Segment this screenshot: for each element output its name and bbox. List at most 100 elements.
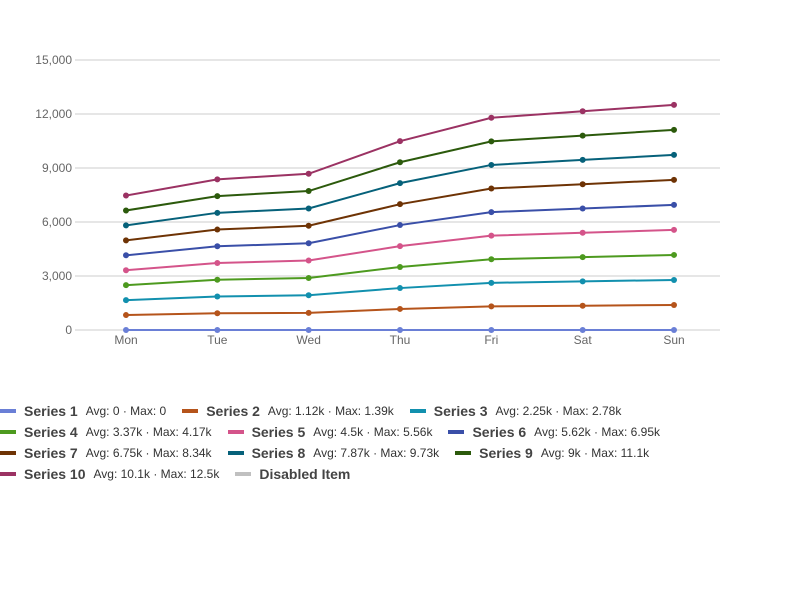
legend-item-series-8[interactable]: Series 8 Avg: 7.87k · Max: 9.73k [227, 445, 439, 461]
series-9-point[interactable] [305, 188, 312, 195]
series-3-point[interactable] [214, 293, 221, 300]
series-1-point[interactable] [579, 327, 586, 333]
series-8-point[interactable] [123, 222, 129, 229]
series-3-point[interactable] [488, 279, 495, 286]
y-tick-label: 0 [65, 323, 72, 337]
series-10-point[interactable] [671, 101, 677, 108]
series-6-point[interactable] [579, 205, 586, 212]
legend-item-series-1[interactable]: Series 1 Avg: 0 · Max: 0 [0, 403, 166, 419]
series-2-point[interactable] [305, 309, 312, 316]
series-4-point[interactable] [123, 282, 129, 289]
series-10-point[interactable] [214, 176, 221, 183]
series-4-point[interactable] [488, 256, 495, 263]
series-6-point[interactable] [305, 240, 312, 247]
legend-item-series-7[interactable]: Series 7 Avg: 6.75k · Max: 8.34k [0, 445, 212, 461]
series-2-point[interactable] [488, 303, 495, 310]
series-5-point[interactable] [397, 243, 403, 250]
legend-row: Series 10 Avg: 10.1k · Max: 12.5k Disabled… [0, 463, 800, 484]
legend-item-series-2[interactable]: Series 2 Avg: 1.12k · Max: 1.39k [182, 403, 394, 419]
series-7-point[interactable] [123, 237, 129, 244]
series-1-point[interactable] [671, 327, 677, 333]
series-5-point[interactable] [579, 229, 586, 236]
legend-label: Series 4 [24, 423, 78, 440]
series-7-point[interactable] [397, 201, 403, 208]
series-7-point[interactable] [305, 222, 312, 229]
series-10-point[interactable] [123, 192, 129, 199]
legend-stats: Avg: 4.5k · Max: 5.56k [313, 424, 433, 439]
legend-swatch [0, 471, 16, 476]
series-8-point[interactable] [579, 156, 586, 163]
legend-swatch [0, 450, 16, 455]
x-tick-label: Sun [663, 333, 684, 347]
series-4-point[interactable] [671, 251, 677, 258]
legend-stats: Avg: 5.62k · Max: 6.95k [534, 424, 661, 439]
series-2-point[interactable] [123, 312, 129, 319]
legend-row: Series 4 Avg: 3.37k · Max: 4.17k Series 5 A… [0, 421, 800, 442]
series-6-point[interactable] [123, 252, 129, 259]
series-6-point[interactable] [214, 243, 221, 250]
series-9-point[interactable] [123, 207, 129, 214]
series-10-point[interactable] [579, 108, 586, 115]
series-10-point[interactable] [488, 114, 495, 121]
series-5-point[interactable] [671, 226, 677, 233]
legend-label: Series 7 [24, 444, 78, 461]
series-10-point[interactable] [305, 170, 312, 177]
series-4-point[interactable] [397, 264, 403, 270]
series-2-point[interactable] [214, 310, 221, 317]
x-tick-label: Fri [484, 333, 498, 347]
series-7-line[interactable] [125, 178, 675, 242]
series-9-point[interactable] [671, 126, 677, 133]
series-8-point[interactable] [214, 209, 221, 216]
series-8-line[interactable] [125, 153, 675, 227]
series-2-point[interactable] [397, 305, 403, 312]
series-3-point[interactable] [397, 285, 403, 292]
legend-stats: Avg: 9k · Max: 11.1k [540, 445, 650, 460]
series-6-point[interactable] [671, 201, 677, 208]
series-1-point[interactable] [214, 327, 221, 333]
series-5-point[interactable] [488, 232, 495, 239]
series-3-point[interactable] [579, 278, 586, 285]
series-1-point[interactable] [305, 327, 312, 333]
series-1-point[interactable] [397, 327, 403, 333]
series-3-point[interactable] [671, 276, 677, 283]
legend-stats: Avg: 0 · Max: 0 [85, 403, 167, 418]
series-8-point[interactable] [671, 151, 677, 158]
series-2-point[interactable] [579, 302, 586, 309]
series-6-point[interactable] [488, 209, 495, 216]
legend-item-series-6[interactable]: Series 6 Avg: 5.62k · Max: 6.95k [448, 424, 660, 440]
series-4-point[interactable] [214, 276, 221, 283]
legend-item-series-10[interactable]: Series 10 Avg: 10.1k · Max: 12.5k [0, 466, 219, 482]
legend-item-series-5[interactable]: Series 5 Avg: 4.5k · Max: 5.56k [227, 424, 433, 440]
series-5-point[interactable] [305, 257, 312, 264]
series-7-point[interactable] [214, 226, 221, 233]
legend-item-disabled-item[interactable]: Disabled Item [235, 466, 358, 482]
series-7-point[interactable] [671, 176, 677, 183]
legend-row: Series 7 Avg: 6.75k · Max: 8.34k Series 8 A… [0, 442, 800, 463]
series-8-point[interactable] [397, 180, 403, 187]
x-tick-label: Thu [390, 333, 411, 347]
legend-swatch [455, 450, 472, 455]
legend-item-series-9[interactable]: Series 9 Avg: 9k · Max: 11.1k [455, 445, 649, 461]
series-7-point[interactable] [488, 185, 495, 192]
legend-item-series-3[interactable]: Series 3 Avg: 2.25k · Max: 2.78k [409, 403, 621, 419]
series-1-point[interactable] [123, 327, 129, 333]
series-10-point[interactable] [397, 138, 403, 145]
series-4-point[interactable] [305, 274, 312, 281]
series-9-point[interactable] [397, 159, 403, 166]
series-5-point[interactable] [214, 260, 221, 267]
series-5-point[interactable] [123, 267, 129, 274]
series-8-point[interactable] [305, 205, 312, 212]
legend-item-series-4[interactable]: Series 4 Avg: 3.37k · Max: 4.17k [0, 424, 212, 440]
series-4-point[interactable] [579, 254, 586, 261]
series-9-point[interactable] [579, 132, 586, 139]
series-3-point[interactable] [123, 297, 129, 304]
legend-label: Series 9 [479, 444, 533, 461]
series-8-point[interactable] [488, 161, 495, 168]
series-9-point[interactable] [214, 193, 221, 200]
series-7-point[interactable] [579, 181, 586, 188]
series-1-point[interactable] [488, 327, 495, 333]
series-9-point[interactable] [488, 138, 495, 145]
series-3-point[interactable] [305, 292, 312, 299]
series-6-point[interactable] [397, 222, 403, 229]
series-2-point[interactable] [671, 301, 677, 308]
